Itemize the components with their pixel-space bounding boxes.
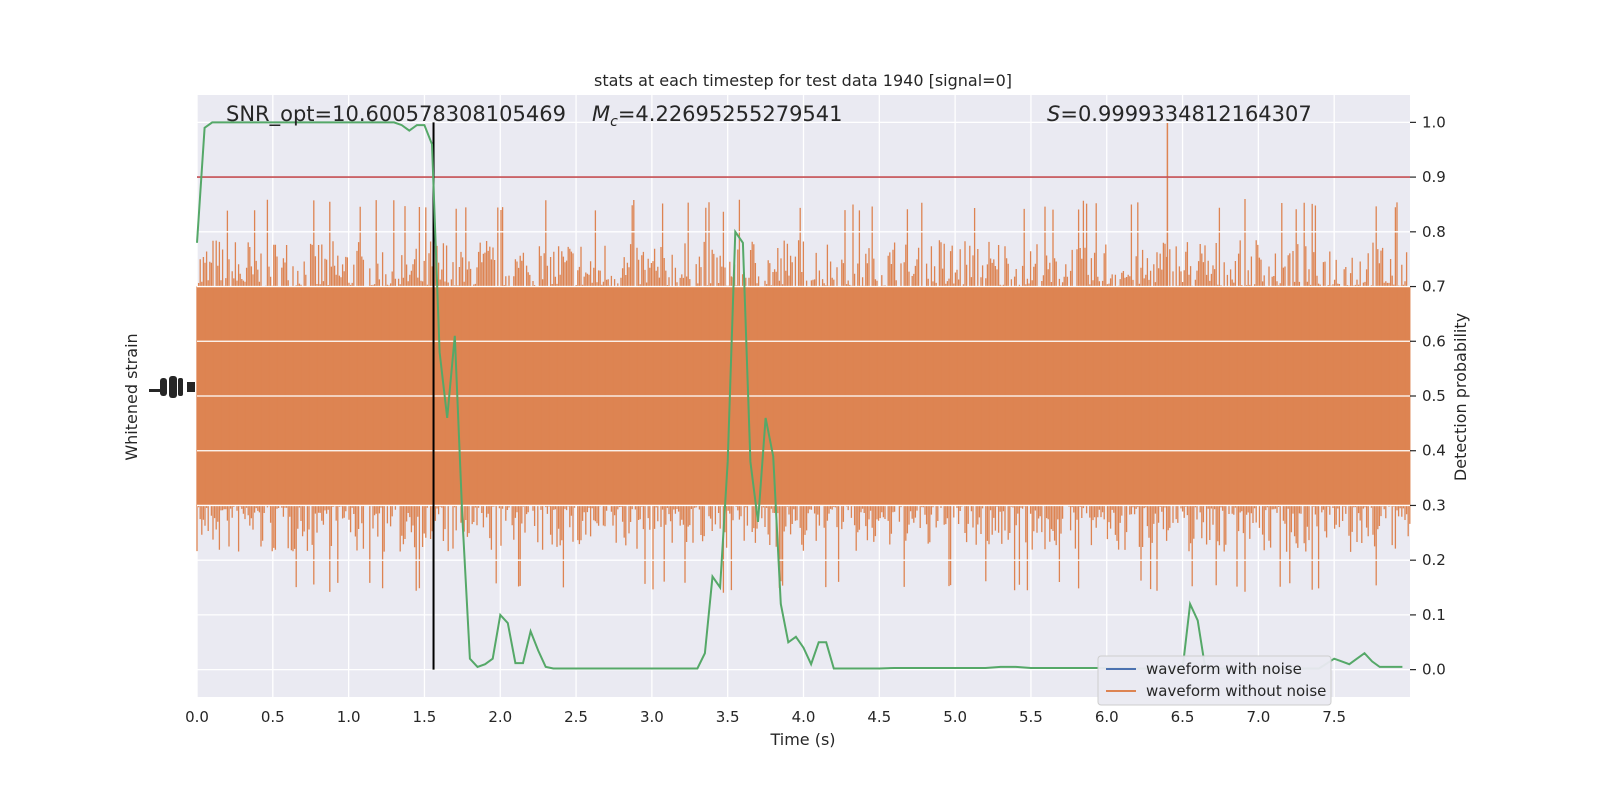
x-tick-label-14: 7.0 bbox=[1246, 708, 1270, 726]
x-axis-label: Time (s) bbox=[769, 730, 835, 749]
right-axis-label: Detection probability bbox=[1451, 313, 1470, 481]
legend: waveform with noise waveform without noi… bbox=[1097, 655, 1332, 706]
y-tick-label-7: 0.7 bbox=[1422, 278, 1446, 296]
detection-probability-line bbox=[196, 121, 1403, 670]
left-axis-label: Whitened strain bbox=[122, 333, 141, 460]
chart-title: stats at each timestep for test data 194… bbox=[594, 71, 1012, 90]
y-tick-label-0: 0.0 bbox=[1422, 661, 1446, 679]
x-tick-label-8: 4.0 bbox=[792, 708, 816, 726]
score-annotation: S=0.9999334812164307 bbox=[1047, 102, 1312, 126]
x-tick-label-10: 5.0 bbox=[943, 708, 967, 726]
x-tick-label-5: 2.5 bbox=[564, 708, 588, 726]
chirp-mass-annotation: Mc=4.22695255279541 bbox=[592, 102, 843, 130]
left-axis-tick-cluster bbox=[149, 376, 195, 398]
y-tick-label-1: 0.1 bbox=[1422, 606, 1446, 624]
snr-annotation: SNR_opt=10.600578308105469 bbox=[226, 102, 566, 127]
y-tick-label-2: 0.2 bbox=[1422, 551, 1446, 569]
x-axis-ticks: 0.0 0.5 1.0 1.5 2.0 2.5 3.0 3.5 4.0 4.5 5.0 5.5 6.0 6… bbox=[185, 708, 1346, 726]
y-tick-label-6: 0.6 bbox=[1422, 332, 1446, 350]
y-tick-label-3: 0.3 bbox=[1422, 496, 1446, 514]
right-axis-ticks: 0.0 0.1 0.2 0.3 0.4 0.5 0.6 0.7 0.8 0.9 1.0 bbox=[1410, 113, 1446, 679]
x-tick-label-1: 0.5 bbox=[261, 708, 285, 726]
x-tick-label-7: 3.5 bbox=[716, 708, 740, 726]
x-tick-label-12: 6.0 bbox=[1095, 708, 1119, 726]
y-tick-label-5: 0.5 bbox=[1422, 387, 1446, 405]
x-tick-label-6: 3.0 bbox=[640, 708, 664, 726]
y-tick-label-9: 0.9 bbox=[1422, 168, 1446, 186]
y-tick-label-10: 1.0 bbox=[1422, 113, 1446, 131]
y-tick-label-4: 0.4 bbox=[1422, 442, 1446, 460]
x-tick-label-11: 5.5 bbox=[1019, 708, 1043, 726]
x-tick-label-0: 0.0 bbox=[185, 708, 209, 726]
legend-label-with-noise: waveform with noise bbox=[1146, 660, 1302, 678]
x-tick-label-2: 1.0 bbox=[337, 708, 361, 726]
legend-box bbox=[1097, 655, 1332, 706]
x-tick-label-3: 1.5 bbox=[413, 708, 437, 726]
x-tick-label-13: 6.5 bbox=[1171, 708, 1195, 726]
y-tick-label-8: 0.8 bbox=[1422, 223, 1446, 241]
grid-horizontal bbox=[197, 121, 1410, 671]
legend-label-without-noise: waveform without noise bbox=[1146, 682, 1326, 700]
x-tick-label-9: 4.5 bbox=[867, 708, 891, 726]
x-tick-label-15: 7.5 bbox=[1322, 708, 1346, 726]
x-tick-label-4: 2.0 bbox=[488, 708, 512, 726]
